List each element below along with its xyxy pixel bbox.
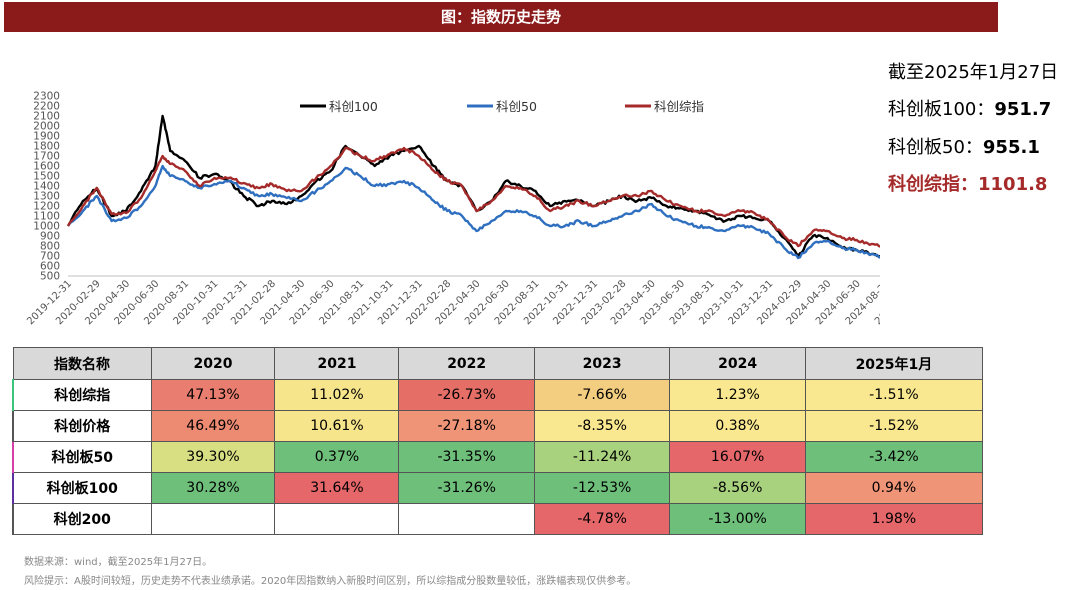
index-name-cell: 科创200 <box>12 503 152 535</box>
index-name-cell: 科创综指 <box>12 379 152 411</box>
index-name-cell: 科创板50 <box>12 441 152 473</box>
table-row: 科创价格 46.49% 10.61% -27.18% -8.35% 0.38% -1.52% <box>12 410 984 442</box>
y-tick-label: 2100 <box>33 111 60 123</box>
table-body: 科创综指 47.13% 11.02% -26.73% -7.66% 1.23% -1.51%… <box>12 379 984 535</box>
return-cell: -1.52% <box>804 410 984 442</box>
return-cell: 0.37% <box>274 441 400 473</box>
table-row: 科创综指 47.13% 11.02% -26.73% -7.66% 1.23% -1.51% <box>12 379 984 411</box>
table-header-row: 指数名称 2020 2021 2022 2023 2024 2025年1月 <box>12 347 984 380</box>
legend-label: 科创50 <box>496 99 537 114</box>
table-header-cell: 指数名称 <box>12 347 152 380</box>
y-tick-label: 1000 <box>33 221 60 233</box>
side-value-composite: 科创综指：1101.8 <box>888 172 1047 198</box>
y-tick-label: 1900 <box>33 131 60 143</box>
y-tick-label: 500 <box>40 271 60 283</box>
return-cell: 31.64% <box>274 472 400 504</box>
return-cell: -8.35% <box>533 410 671 442</box>
return-cell <box>274 503 400 535</box>
return-cell: -1.51% <box>804 379 984 411</box>
y-tick-label: 2300 <box>33 91 60 103</box>
y-tick-label: 1700 <box>33 151 60 163</box>
return-cell: 16.07% <box>669 441 806 473</box>
return-cell: -13.00% <box>669 503 806 535</box>
return-cell: 1.98% <box>804 503 984 535</box>
y-tick-label: 600 <box>40 261 60 273</box>
return-cell: -12.53% <box>533 472 671 504</box>
return-cell: 30.28% <box>150 472 276 504</box>
side-value: 1101.8 <box>978 174 1048 195</box>
index-history-chart: 5006007008009001000110012001300140015001… <box>25 91 880 327</box>
return-cell: -4.78% <box>533 503 671 535</box>
table-header-cell: 2022 <box>398 347 535 380</box>
return-cell: 1.23% <box>669 379 806 411</box>
return-cell <box>150 503 276 535</box>
y-tick-label: 1600 <box>33 161 60 173</box>
side-value: 955.1 <box>982 137 1040 158</box>
side-label: 科创综指： <box>888 174 978 195</box>
return-cell: -27.18% <box>398 410 535 442</box>
return-cell: 10.61% <box>274 410 400 442</box>
return-cell: -11.24% <box>533 441 671 473</box>
side-label: 科创板100： <box>888 99 995 120</box>
return-cell: 0.94% <box>804 472 984 504</box>
table-row: 科创板100 30.28% 31.64% -31.26% -12.53% -8.56% 0.… <box>12 472 984 504</box>
table-header-cell: 2021 <box>274 347 400 380</box>
page-title-banner: 图：指数历史走势 <box>4 2 998 32</box>
index-name-cell: 科创板100 <box>12 472 152 504</box>
return-cell: -31.35% <box>398 441 535 473</box>
side-label: 科创板50： <box>888 137 983 158</box>
y-tick-label: 2200 <box>33 101 60 113</box>
return-cell: -7.66% <box>533 379 671 411</box>
y-tick-label: 2000 <box>33 121 60 133</box>
table-header-cell: 2024 <box>669 347 806 380</box>
as-of-date: 截至2025年1月27日 <box>888 62 1059 83</box>
y-tick-label: 900 <box>40 231 60 243</box>
y-tick-label: 1800 <box>33 141 60 153</box>
return-cell: 0.38% <box>669 410 806 442</box>
side-value: 951.7 <box>994 99 1052 120</box>
page-title: 图：指数历史走势 <box>440 8 561 26</box>
y-tick-label: 700 <box>40 251 60 263</box>
table-row: 科创板50 39.30% 0.37% -31.35% -11.24% 16.07% -3.4… <box>12 441 984 473</box>
return-cell: 11.02% <box>274 379 400 411</box>
series-line <box>66 164 880 260</box>
table-header-cell: 2025年1月 <box>804 347 984 380</box>
y-tick-label: 1100 <box>33 211 60 223</box>
side-value-kc100: 科创板100：951.7 <box>888 97 1051 123</box>
legend-label: 科创综指 <box>654 99 704 114</box>
y-tick-label: 800 <box>40 241 60 253</box>
index-name-cell: 科创价格 <box>12 410 152 442</box>
return-cell: -26.73% <box>398 379 535 411</box>
side-value-kc50: 科创板50：955.1 <box>888 135 1040 161</box>
performance-table: 指数名称 2020 2021 2022 2023 2024 2025年1月 科创综指 47.1… <box>12 347 984 535</box>
y-tick-label: 1300 <box>33 191 60 203</box>
table-header-cell: 2020 <box>150 347 276 380</box>
table-header-cell: 2023 <box>533 347 671 380</box>
return-cell: -8.56% <box>669 472 806 504</box>
risk-note: 风险提示：A股时间较短，历史走势不代表业绩承诺。2020年因指数纳入新股时间区别… <box>24 576 637 587</box>
table-row: 科创200 -4.78% -13.00% 1.98% <box>12 503 984 535</box>
y-tick-label: 1400 <box>33 181 60 193</box>
return-cell: 47.13% <box>150 379 276 411</box>
return-cell: -31.26% <box>398 472 535 504</box>
legend-label: 科创100 <box>329 99 378 114</box>
source-note: 数据来源：wind，截至2025年1月27日。 <box>24 557 213 568</box>
return-cell: 46.49% <box>150 410 276 442</box>
series-line <box>66 146 880 248</box>
y-tick-label: 1200 <box>33 201 60 213</box>
series-line <box>66 114 880 259</box>
return-cell: -3.42% <box>804 441 984 473</box>
return-cell: 39.30% <box>150 441 276 473</box>
y-tick-label: 1500 <box>33 171 60 183</box>
return-cell <box>398 503 535 535</box>
